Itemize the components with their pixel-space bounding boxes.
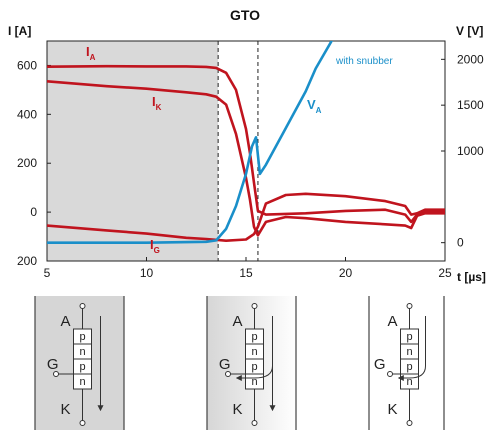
layer-label: n — [251, 376, 257, 388]
layer-label: n — [251, 346, 257, 358]
y-right-tick-label: 1500 — [457, 98, 484, 112]
cathode-terminal — [406, 420, 413, 426]
cathode-terminal — [251, 420, 258, 426]
series-line-ia — [47, 64, 445, 224]
layer-n-3 — [73, 373, 92, 390]
y-left-tick-label: 0 — [30, 205, 37, 219]
y-right-axis-label: V [V] — [456, 24, 483, 38]
cathode-label: K — [60, 401, 70, 418]
shaded-region — [47, 41, 219, 261]
layer-label: n — [406, 376, 412, 388]
gate-current-arrow — [397, 316, 426, 381]
x-tick-label: 15 — [239, 266, 253, 280]
x-tick-label: 5 — [44, 266, 51, 280]
layer-label: p — [251, 361, 257, 373]
layer-label: p — [406, 361, 412, 373]
gate-label: G — [219, 356, 231, 373]
x-tick-label: 20 — [339, 266, 353, 280]
x-tick-label: 25 — [438, 266, 452, 280]
cathode-label: K — [387, 401, 397, 418]
series-label-va: VA — [307, 97, 322, 115]
chart-title: GTO — [230, 7, 260, 23]
layer-label: n — [406, 346, 412, 358]
y-right-tick-label: 2000 — [457, 52, 484, 66]
layer-label: p — [79, 331, 85, 343]
gate-label: G — [374, 356, 386, 373]
gate-terminal — [225, 371, 231, 377]
y-left-tick-label: 600 — [17, 58, 37, 72]
cathode-terminal — [79, 420, 86, 426]
series-lines — [47, 41, 445, 244]
anode-label: A — [387, 313, 397, 330]
series-label-ia: IA — [86, 44, 96, 62]
interval-shading — [47, 41, 219, 261]
series-line-ig — [47, 192, 445, 242]
series-label-ig: IG — [150, 237, 160, 255]
layer-label: p — [406, 331, 412, 343]
gate-label: G — [47, 356, 59, 373]
gate-terminal — [53, 371, 59, 377]
y-left-axis-label: I [A] — [8, 24, 31, 38]
anode-terminal — [406, 303, 413, 309]
layer-label: n — [79, 376, 85, 388]
series-labels: IA IK IG VA — [86, 44, 322, 255]
anode-label: A — [60, 313, 70, 330]
layer-label: p — [79, 361, 85, 373]
cathode-label: K — [232, 401, 242, 418]
anode-terminal — [251, 303, 258, 309]
layer-label: p — [251, 331, 257, 343]
x-axis-label: t [µs] — [457, 270, 486, 284]
layer-label: n — [79, 346, 85, 358]
gate-terminal — [387, 371, 393, 377]
y-left-tick-label: 200 — [17, 156, 37, 170]
y-left-tick-label: 400 — [17, 107, 37, 121]
x-tick-label: 10 — [140, 266, 154, 280]
series-label-ik: IK — [152, 94, 162, 112]
snubber-annotation: with snubber — [335, 56, 393, 67]
anode-terminal — [79, 303, 86, 309]
anode-label: A — [232, 313, 242, 330]
y-left-tick-label: 200 — [17, 254, 37, 268]
y-right-tick-label: 0 — [457, 236, 464, 250]
series-line-va — [47, 41, 333, 244]
y-right-tick-label: 1000 — [457, 144, 484, 158]
